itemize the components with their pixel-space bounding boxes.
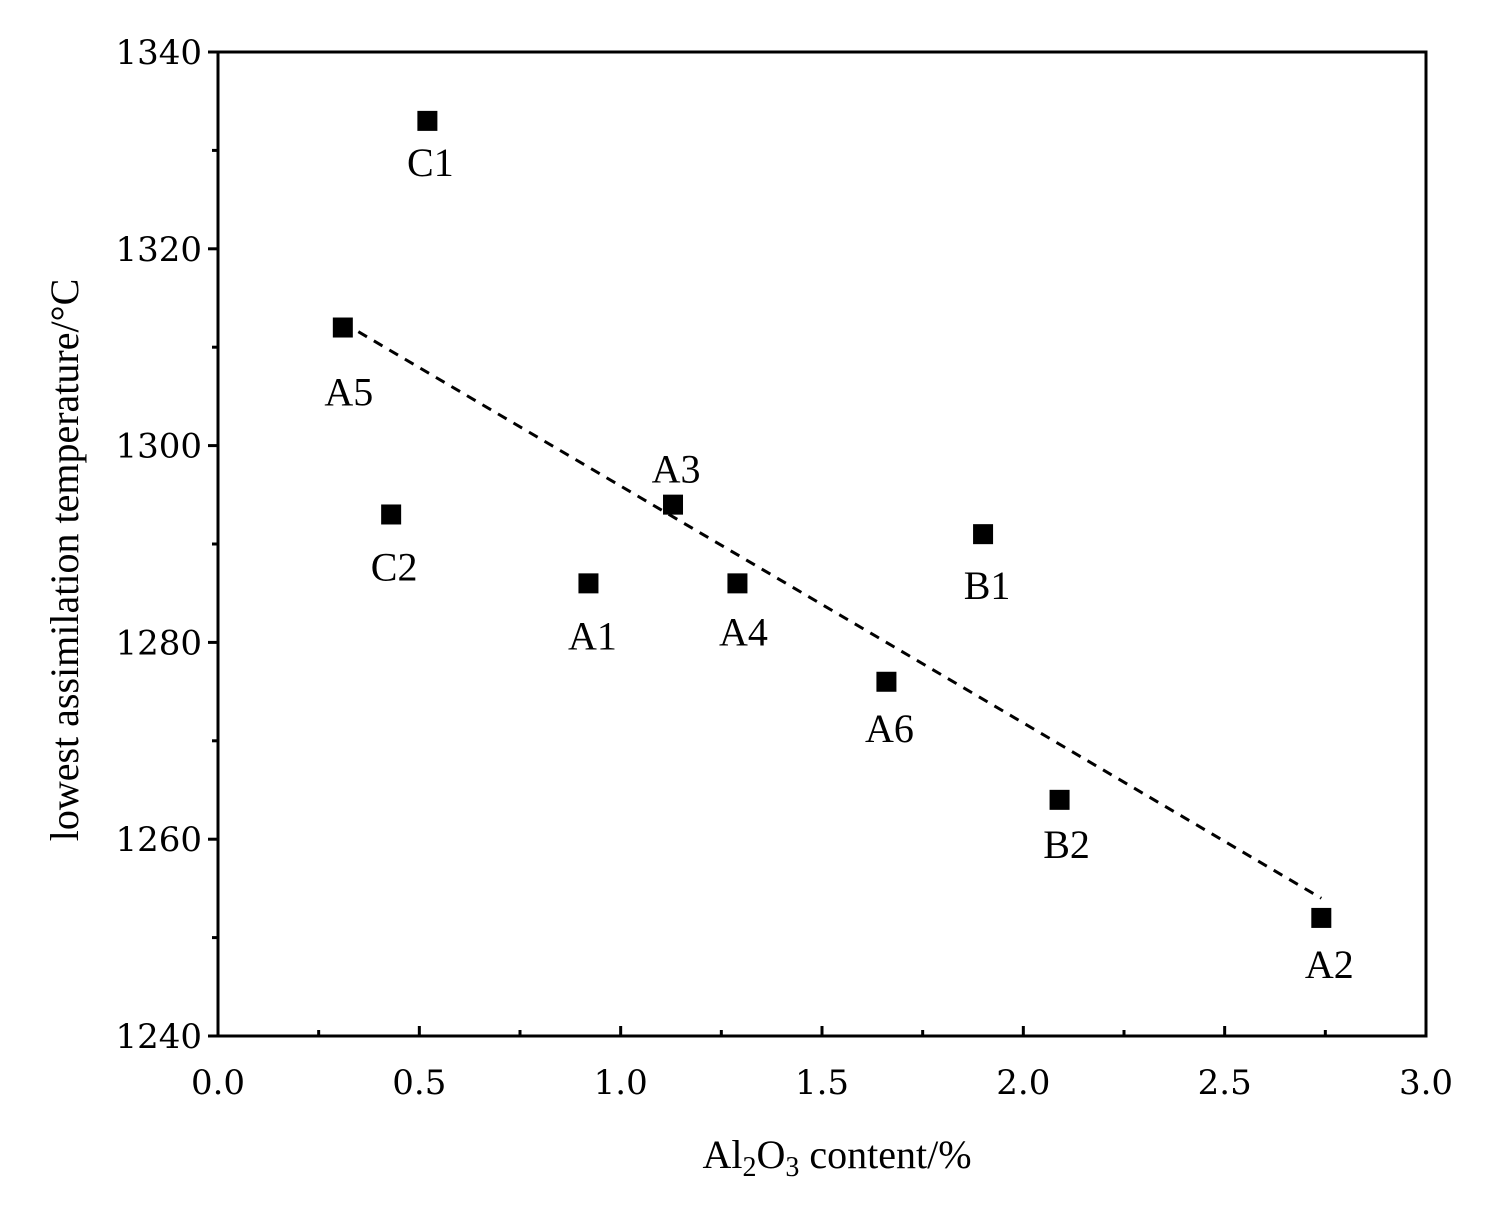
y-axis: 1240 1260 1280 1300 1320 1340	[115, 33, 218, 1057]
x-tick-label: 0.5	[392, 1063, 446, 1103]
x-axis-label: Al2O3 content/%	[702, 1132, 971, 1183]
point-label-a2: A2	[1305, 942, 1354, 987]
point-b2	[1049, 789, 1070, 810]
point-label-a1: A1	[568, 613, 617, 658]
point-labels: C1 A5 C2 A3 A1 A4 B1 A6 B2 A2	[324, 140, 1353, 987]
x-tick-label: 2.5	[1198, 1063, 1252, 1103]
y-tick-label: 1240	[115, 1017, 202, 1057]
x-tick-label: 3.0	[1399, 1063, 1453, 1103]
x-axis-label-main: Al	[702, 1132, 742, 1177]
x-tick-label: 1.5	[795, 1063, 849, 1103]
x-axis: 0.0 0.5 1.0 1.5 2.0 2.5 3.0	[191, 1026, 1453, 1103]
x-tick-label: 2.0	[996, 1063, 1050, 1103]
point-label-c1: C1	[407, 140, 454, 185]
x-axis-label-mid: O	[756, 1132, 785, 1177]
y-tick-label: 1300	[115, 427, 202, 467]
x-axis-label-sub1: 2	[742, 1152, 756, 1183]
point-a1	[578, 573, 599, 594]
point-label-b2: B2	[1043, 822, 1090, 867]
y-axis-label: lowest assimilation temperature/°C	[42, 279, 87, 842]
point-label-c2: C2	[371, 544, 418, 589]
y-tick-label: 1340	[115, 33, 202, 73]
point-b1	[973, 524, 994, 545]
point-c2	[381, 504, 402, 525]
y-tick-label: 1320	[115, 230, 202, 270]
y-tick-label: 1260	[115, 820, 202, 860]
x-axis-label-tail: content/%	[799, 1132, 971, 1177]
point-label-a3: A3	[652, 447, 701, 492]
point-label-b1: B1	[964, 563, 1011, 608]
trendline-segment	[342, 321, 1323, 900]
point-a4	[727, 573, 748, 594]
point-label-a4: A4	[719, 609, 768, 654]
point-label-a5: A5	[324, 370, 373, 415]
trendline	[342, 321, 1323, 900]
x-tick-label: 1.0	[594, 1063, 648, 1103]
point-c1	[417, 110, 438, 131]
point-a3	[663, 494, 684, 515]
x-tick-label: 0.0	[191, 1063, 245, 1103]
point-label-a6: A6	[865, 706, 914, 751]
x-axis-label-sub2: 3	[785, 1152, 799, 1183]
y-tick-label: 1280	[115, 623, 202, 663]
data-points	[332, 110, 1332, 928]
point-a5	[332, 317, 353, 338]
point-a2	[1311, 907, 1332, 928]
point-a6	[876, 671, 897, 692]
